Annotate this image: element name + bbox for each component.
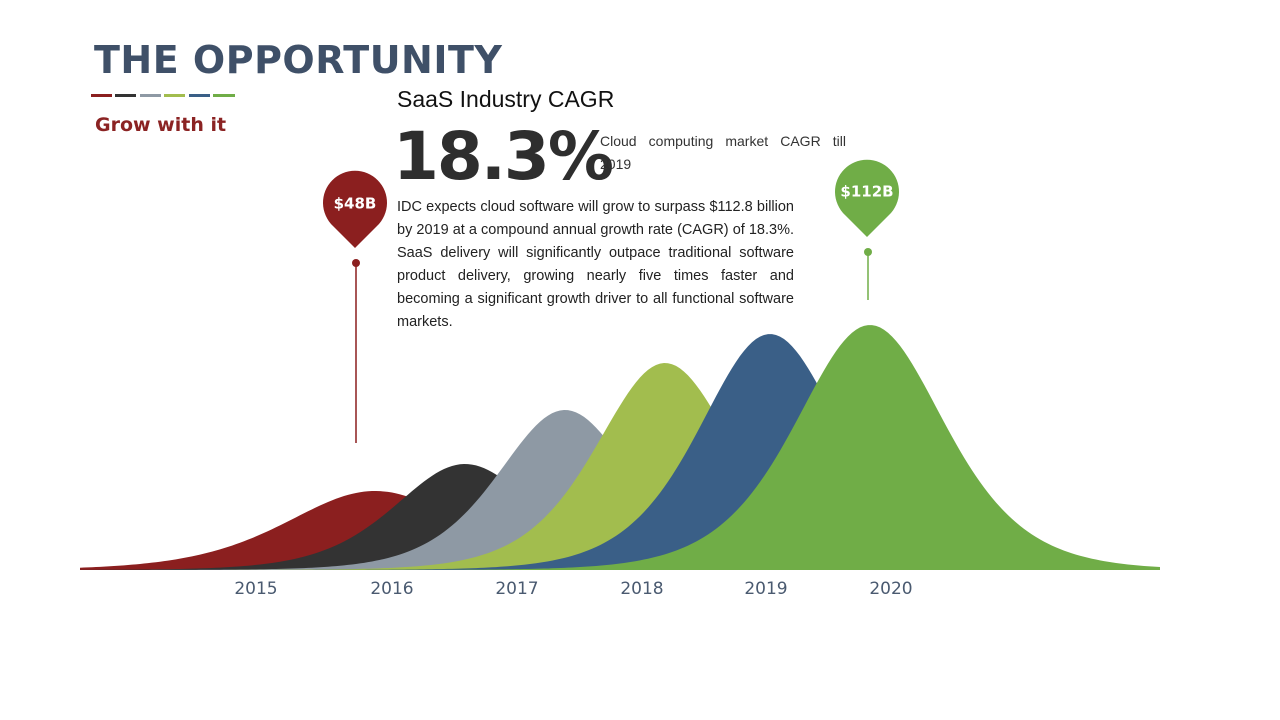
- pin-red: $48B: [322, 170, 387, 443]
- year-label: 2019: [744, 579, 787, 599]
- year-label: 2015: [234, 579, 277, 599]
- year-label: 2017: [495, 579, 538, 599]
- swatch: [91, 94, 112, 97]
- color-bar: [91, 94, 235, 97]
- stat: 18.3%: [393, 118, 614, 195]
- subtitle: Grow with it: [95, 114, 227, 136]
- pin-shape: [835, 159, 900, 237]
- bell-curve: [80, 363, 1160, 570]
- pin-label: $48B: [334, 195, 377, 213]
- title: THE OPPORTUNITY: [94, 38, 503, 82]
- year-label: 2020: [869, 579, 912, 599]
- swatch: [213, 94, 235, 97]
- swatch: [189, 94, 210, 97]
- heading: SaaS Industry CAGR: [397, 86, 615, 112]
- pin-green: $112B: [835, 159, 900, 300]
- bell-curve: [80, 464, 1160, 570]
- body-text: IDC expects cloud software will grow to …: [397, 199, 794, 330]
- stat-caption: Cloud computing market CAGR till 2019: [600, 133, 846, 172]
- swatch: [140, 94, 161, 97]
- pin-shape: [322, 170, 387, 248]
- curves: [80, 325, 1160, 570]
- years: 2015 2016 2017 2018 2019 2020: [234, 579, 912, 599]
- swatch: [115, 94, 136, 97]
- swatch: [164, 94, 185, 97]
- year-label: 2018: [620, 579, 663, 599]
- bell-curve: [80, 325, 1160, 570]
- year-label: 2016: [370, 579, 413, 599]
- pin-label: $112B: [840, 183, 893, 201]
